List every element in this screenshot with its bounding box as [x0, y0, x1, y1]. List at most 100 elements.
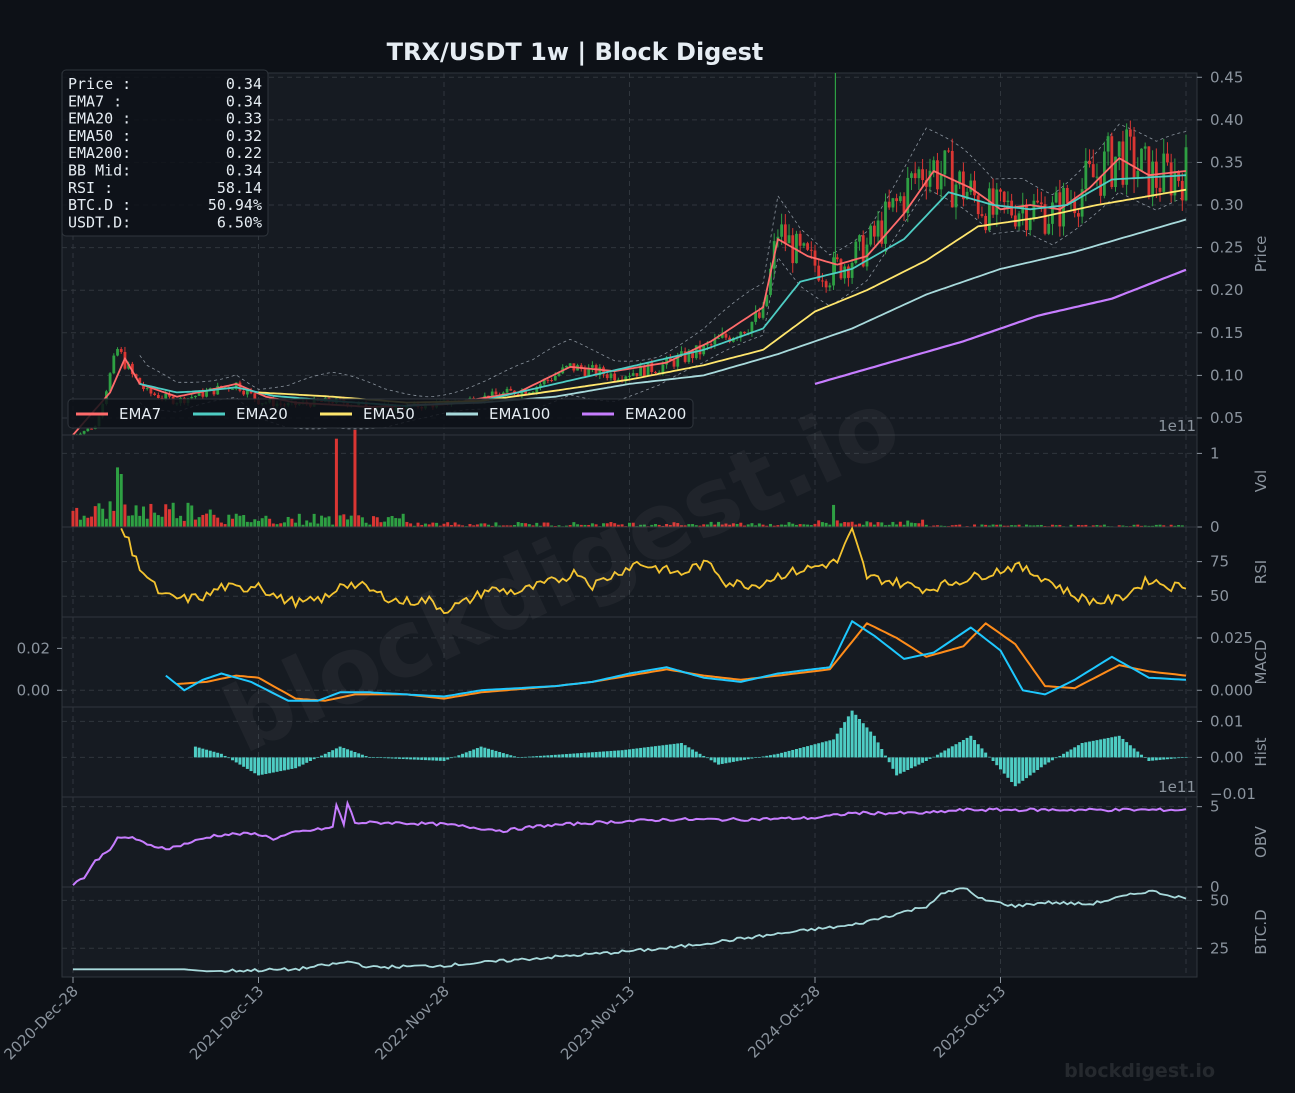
- hist-bar: [772, 754, 776, 758]
- hist-bar: [301, 757, 305, 765]
- legend-frame: [67, 398, 694, 429]
- volume-bar: [913, 523, 917, 527]
- volume-bar: [1162, 525, 1166, 527]
- hist-bar: [520, 757, 524, 758]
- hist-bar: [806, 746, 810, 758]
- hist-bar: [987, 756, 991, 758]
- hist-bar: [935, 754, 939, 758]
- hist-bar: [487, 748, 491, 758]
- hist-bar: [683, 745, 687, 758]
- volume-bar: [279, 523, 283, 527]
- volume-bar: [320, 515, 324, 527]
- hist-bar: [308, 757, 312, 761]
- hist-bar: [735, 757, 739, 762]
- candle-body: [138, 377, 142, 385]
- volume-bar: [141, 506, 145, 527]
- volume-bar: [327, 516, 331, 527]
- volume-bar: [190, 505, 194, 527]
- hist-bar: [598, 751, 602, 758]
- volume-bar: [416, 522, 420, 527]
- volume-bar: [1139, 525, 1143, 527]
- volume-bar: [906, 520, 910, 527]
- hist-bar: [312, 757, 316, 760]
- candle-body: [973, 180, 976, 196]
- hist-bar: [1147, 757, 1151, 761]
- volume-bar: [1099, 525, 1103, 527]
- candle-body: [520, 389, 524, 396]
- volume-bar: [116, 467, 120, 527]
- hist-bar: [205, 749, 209, 758]
- hist-bar: [754, 757, 758, 758]
- hist-bar: [783, 751, 787, 758]
- candle-body: [754, 312, 758, 322]
- volume-bar: [780, 524, 784, 527]
- hist-bar: [479, 746, 483, 758]
- hist-bar: [320, 755, 324, 758]
- candle-body: [598, 367, 602, 376]
- candle-body: [936, 160, 939, 190]
- volume-bar: [872, 524, 876, 527]
- hist-bar: [895, 757, 899, 776]
- hist-bar: [290, 757, 294, 769]
- hist-bar: [349, 750, 353, 758]
- hist-bar: [880, 749, 884, 758]
- hist-bar: [453, 756, 457, 758]
- hist-bar: [602, 751, 606, 758]
- candle-body: [872, 225, 876, 237]
- hist-bar: [472, 749, 476, 758]
- volume-bar: [987, 525, 991, 527]
- hist-bar: [691, 749, 695, 758]
- macd-tick-label: 0.000: [1210, 681, 1253, 699]
- hist-bar: [995, 757, 999, 766]
- candle-body: [817, 265, 821, 281]
- hist-bar: [1050, 757, 1054, 761]
- info-label: EMA200:: [68, 144, 131, 162]
- volume-bar: [1069, 524, 1073, 527]
- macd-panel: 0.000 0.025 0.00 0.02 MACD: [17, 616, 1270, 708]
- hist-bar: [435, 757, 439, 761]
- candle-body: [991, 188, 995, 215]
- hist-bar: [1184, 757, 1188, 758]
- candle-body: [661, 364, 665, 373]
- volume-bar: [924, 524, 928, 527]
- y-axis-label: Vol: [1252, 470, 1270, 492]
- hist-bar: [917, 757, 921, 765]
- volume-bar: [1036, 525, 1040, 527]
- candle-body: [839, 259, 843, 279]
- hist-bar: [668, 744, 672, 758]
- hist-bar: [1013, 757, 1017, 787]
- volume-bar: [253, 519, 257, 527]
- hist-bar: [757, 757, 761, 758]
- volume-bar: [164, 504, 168, 527]
- candle-body: [680, 351, 683, 356]
- candle-body: [780, 224, 784, 237]
- hist-bar: [1073, 747, 1077, 758]
- candle-body: [616, 379, 620, 381]
- volume-bar: [787, 522, 791, 527]
- volume-bar: [138, 515, 142, 527]
- volume-bar: [757, 523, 761, 527]
- volume-bar: [271, 523, 275, 527]
- candle-body: [635, 373, 639, 376]
- volume-bar: [958, 524, 962, 527]
- candle-body: [1006, 200, 1010, 203]
- candle-body: [609, 373, 613, 379]
- hist-bar: [1010, 757, 1014, 782]
- hist-bar: [305, 757, 309, 763]
- candle-body: [542, 379, 546, 385]
- candle-body: [245, 390, 249, 395]
- candle-body: [190, 397, 194, 399]
- candle-body: [160, 397, 164, 399]
- hist-bar: [846, 716, 850, 758]
- volume-bar: [334, 438, 338, 527]
- hist-bar: [1017, 757, 1021, 784]
- hist-bar: [828, 740, 832, 758]
- candle-body: [924, 180, 928, 187]
- candle-body: [665, 357, 668, 365]
- volume-bar: [390, 515, 394, 527]
- candle-body: [535, 386, 539, 393]
- candle-body: [490, 391, 494, 400]
- hist-bar: [1158, 757, 1162, 760]
- hist-bar: [538, 755, 542, 758]
- hist-bar: [932, 756, 936, 758]
